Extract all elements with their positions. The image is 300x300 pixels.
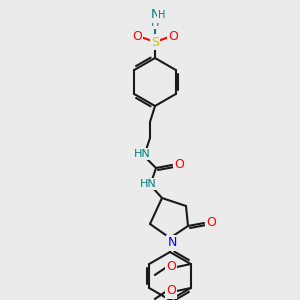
Text: HN: HN — [140, 179, 156, 189]
Text: O: O — [168, 29, 178, 43]
Text: H: H — [158, 10, 166, 20]
Text: S: S — [151, 35, 159, 49]
Text: HN: HN — [134, 149, 150, 159]
Text: O: O — [132, 29, 142, 43]
Text: H: H — [151, 18, 159, 28]
Text: N: N — [150, 8, 160, 22]
Text: O: O — [174, 158, 184, 170]
Text: O: O — [206, 215, 216, 229]
Text: N: N — [167, 236, 177, 250]
Text: O: O — [166, 284, 176, 298]
Text: O: O — [166, 260, 176, 274]
